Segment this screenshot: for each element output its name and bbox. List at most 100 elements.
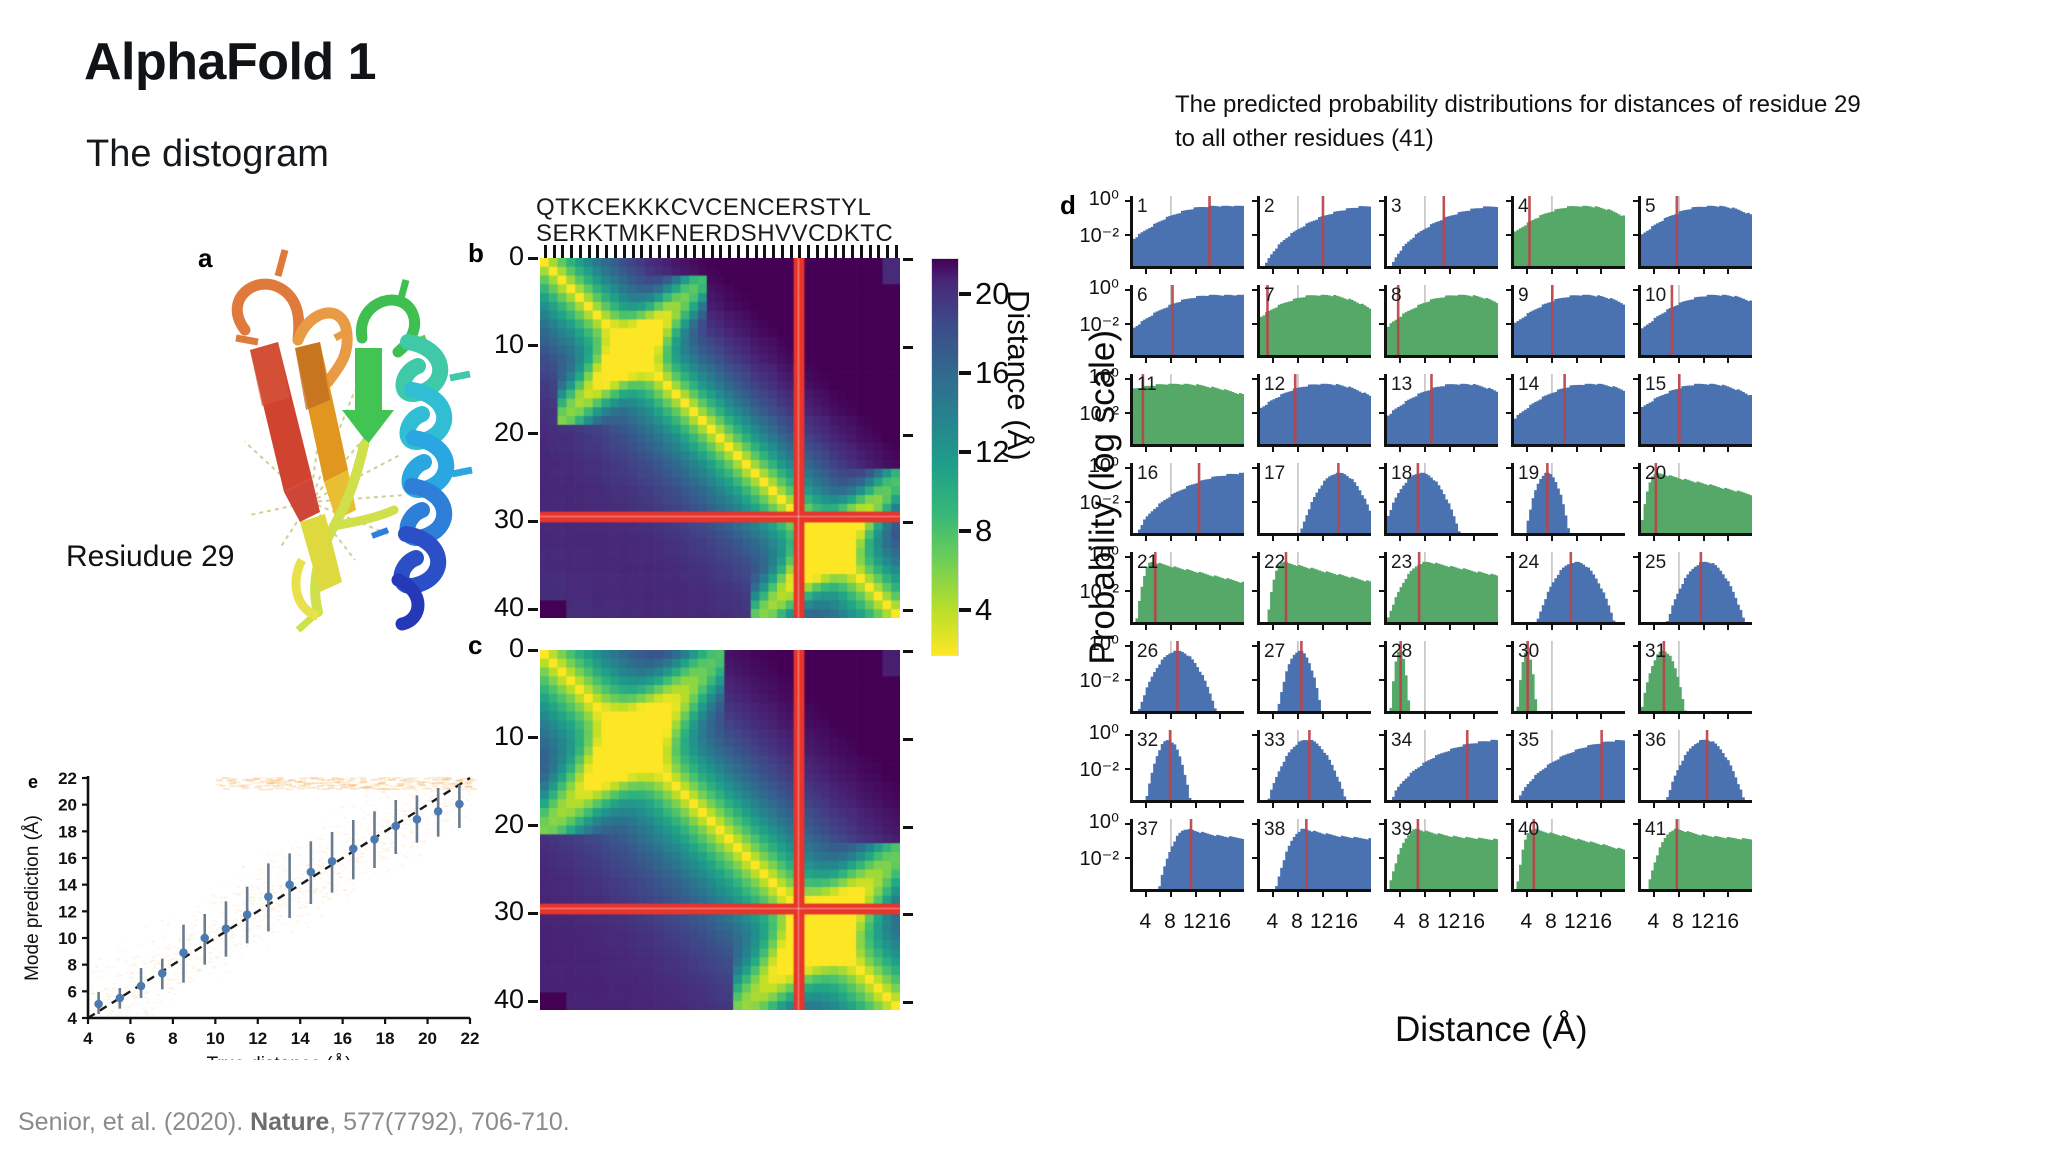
histogram-x-tick <box>1297 267 1299 274</box>
histogram-panel-11[interactable]: 11 <box>1125 374 1244 452</box>
histogram-y-tick <box>1125 322 1132 325</box>
histogram-panel-number: 22 <box>1264 552 1286 573</box>
histogram-true-distance-line <box>1399 641 1402 711</box>
histogram-panel-13[interactable]: 13 <box>1379 374 1498 452</box>
protein-structure-figure <box>150 230 480 650</box>
histogram-panel-17[interactable]: 17 <box>1252 463 1371 541</box>
histogram-x-tick <box>1170 267 1172 274</box>
histogram-x-tick <box>1399 712 1402 719</box>
histogram-x-tick <box>1346 623 1349 630</box>
histogram-panel-23[interactable]: 23 <box>1379 552 1498 630</box>
histogram-panel-37[interactable]: 37 <box>1125 819 1244 897</box>
panel-d-y-tick: 10⁰ <box>1088 722 1119 744</box>
histogram-panel-12[interactable]: 12 <box>1252 374 1371 452</box>
histogram-y-tick <box>1252 500 1259 503</box>
mode-prediction-scatter: 4 6 8 10 12 14 16 18 20 22 4 6 8 10 12 14 16 18 20 22 True d… <box>18 760 488 1060</box>
histogram-y-tick <box>1379 289 1386 292</box>
histogram-y-axis <box>1638 374 1641 447</box>
histogram-panel-26[interactable]: 26 <box>1125 641 1244 719</box>
histogram-x-axis <box>1511 800 1625 803</box>
histogram-x-tick <box>1194 712 1197 719</box>
histogram-panel-10[interactable]: 10 <box>1633 285 1752 363</box>
histogram-x-tick <box>1653 712 1656 719</box>
histogram-panel-20[interactable]: 20 <box>1633 463 1752 541</box>
histogram-panel-19[interactable]: 19 <box>1506 463 1625 541</box>
histogram-bars <box>1641 285 1752 355</box>
histogram-true-distance-line <box>1705 730 1709 800</box>
histogram-panel-30[interactable]: 30 <box>1506 641 1625 719</box>
panel-d-x-tick-label: 8 <box>1672 910 1684 933</box>
histogram-x-tick <box>1219 801 1222 808</box>
histogram-panel-18[interactable]: 18 <box>1379 463 1498 541</box>
histogram-panel-8[interactable]: 8 <box>1379 285 1498 363</box>
histogram-panel-7[interactable]: 7 <box>1252 285 1371 363</box>
histogram-y-tick <box>1252 767 1259 770</box>
histogram-true-distance-line <box>1197 463 1201 533</box>
histogram-bars <box>1260 285 1371 355</box>
histogram-panel-34[interactable]: 34 <box>1379 730 1498 808</box>
citation-suffix: , 577(7792), 706-710. <box>329 1108 570 1136</box>
histogram-x-axis <box>1384 889 1498 892</box>
sequence-tick <box>596 245 600 258</box>
histogram-panel-5[interactable]: 5 <box>1633 196 1752 274</box>
histogram-panel-number: 8 <box>1391 285 1402 306</box>
histogram-y-axis <box>1130 374 1133 447</box>
histogram-x-tick <box>1526 445 1529 452</box>
data-point <box>179 948 188 957</box>
histogram-panel-2[interactable]: 2 <box>1252 196 1371 274</box>
panel-d-y-tick: 10⁻² <box>1079 224 1119 247</box>
histogram-y-tick <box>1633 856 1640 859</box>
histogram-panel-9[interactable]: 9 <box>1506 285 1625 363</box>
histogram-panel-33[interactable]: 33 <box>1252 730 1371 808</box>
histogram-row: 11 12 13 14 15 <box>1125 374 1752 452</box>
histogram-panel-25[interactable]: 25 <box>1633 552 1752 630</box>
histogram-panel-32[interactable]: 32 <box>1125 730 1244 808</box>
data-point <box>306 867 316 877</box>
histogram-row: 21 22 23 24 25 <box>1125 552 1752 630</box>
mode-prediction-svg: 4 6 8 10 12 14 16 18 20 22 4 6 8 10 12 14 16 18 20 22 True d… <box>22 769 479 1060</box>
histogram-panel-27[interactable]: 27 <box>1252 641 1371 719</box>
histogram-panel-21[interactable]: 21 <box>1125 552 1244 630</box>
distogram-right-tick <box>903 1001 913 1005</box>
histogram-panel-40[interactable]: 40 <box>1506 819 1625 897</box>
histogram-y-axis <box>1511 552 1514 625</box>
histogram-panel-31[interactable]: 31 <box>1633 641 1752 719</box>
histogram-y-axis <box>1638 552 1641 625</box>
histogram-panel-36[interactable]: 36 <box>1633 730 1752 808</box>
histogram-x-tick <box>1145 623 1148 630</box>
histogram-y-tick <box>1633 500 1640 503</box>
panel-d-x-tick-label: 4 <box>1139 910 1152 933</box>
histogram-x-tick <box>1473 890 1476 897</box>
histogram-panel-1[interactable]: 1 <box>1125 196 1244 274</box>
histogram-y-tick <box>1633 289 1640 292</box>
histogram-panel-22[interactable]: 22 <box>1252 552 1371 630</box>
histogram-panel-15[interactable]: 15 <box>1633 374 1752 452</box>
histogram-guide-line <box>1678 730 1680 800</box>
histogram-panel-14[interactable]: 14 <box>1506 374 1625 452</box>
histogram-y-tick <box>1633 411 1640 414</box>
histogram-panel-41[interactable]: 41 <box>1633 819 1752 897</box>
histogram-panel-28[interactable]: 28 <box>1379 641 1498 719</box>
histogram-x-tick <box>1321 890 1324 897</box>
histogram-x-tick <box>1424 534 1426 541</box>
histogram-true-distance-line <box>1308 730 1311 800</box>
histogram-panel-3[interactable]: 3 <box>1379 196 1498 274</box>
histogram-x-tick <box>1575 801 1578 808</box>
histogram-panel-6[interactable]: 6 <box>1125 285 1244 363</box>
histogram-y-tick <box>1125 233 1132 236</box>
histogram-panel-39[interactable]: 39 <box>1379 819 1498 897</box>
histogram-x-tick <box>1194 801 1197 808</box>
histogram-x-axis <box>1638 444 1752 447</box>
histogram-y-tick <box>1125 378 1132 381</box>
histogram-panel-4[interactable]: 4 <box>1506 196 1625 274</box>
sequence-tick <box>851 245 855 258</box>
x-tick-label: 6 <box>126 1029 135 1048</box>
histogram-x-tick <box>1551 445 1553 452</box>
histogram-panel-38[interactable]: 38 <box>1252 819 1371 897</box>
distogram-y-tick: 30 <box>462 896 538 927</box>
histogram-panel-24[interactable]: 24 <box>1506 552 1625 630</box>
histogram-panel-35[interactable]: 35 <box>1506 730 1625 808</box>
histogram-bars <box>1389 641 1426 711</box>
histogram-x-tick <box>1702 356 1705 363</box>
histogram-panel-16[interactable]: 16 <box>1125 463 1244 541</box>
